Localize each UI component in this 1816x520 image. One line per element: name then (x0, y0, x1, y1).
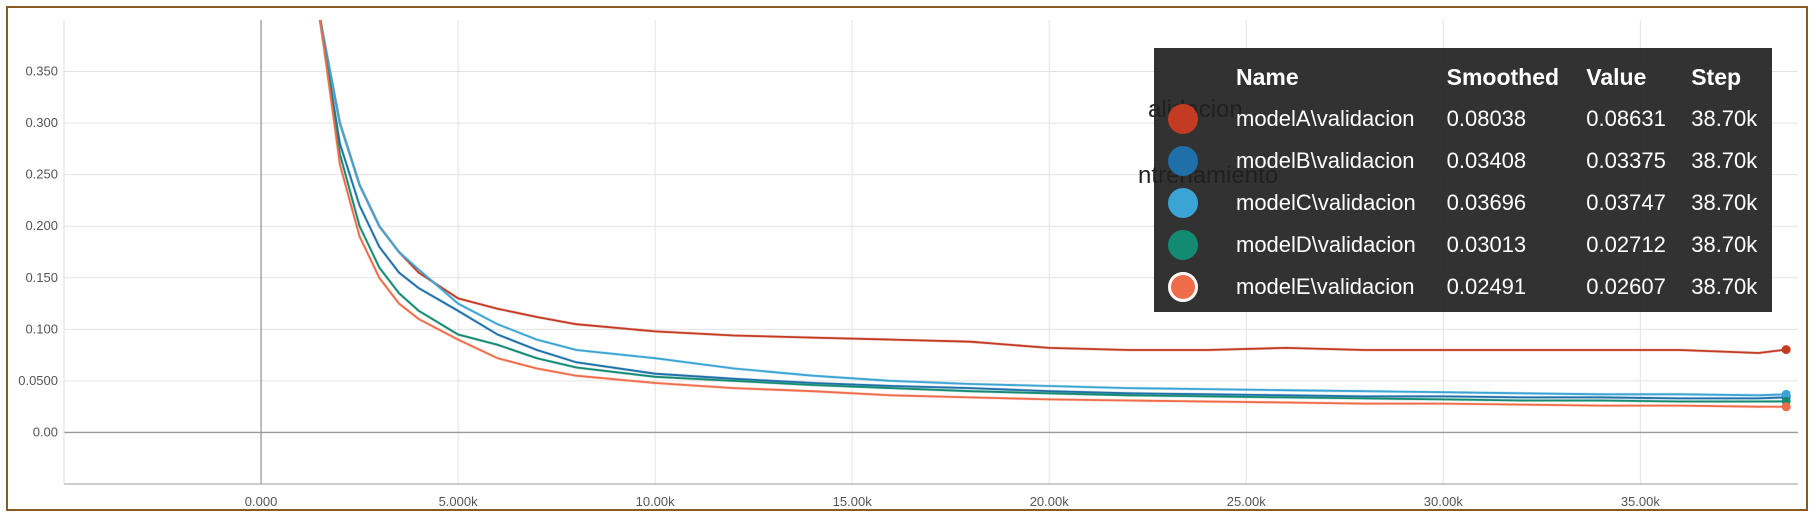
hover-tooltip: Name Smoothed Value Step modelA\validaci… (1154, 48, 1772, 312)
tooltip-smoothed: 0.03696 (1446, 190, 1527, 215)
tooltip-swatch-cell (1154, 224, 1226, 266)
y-tick-label: 0.200 (25, 218, 58, 233)
x-tick-label: 15.00k (833, 494, 873, 509)
axes (63, 20, 1798, 485)
series-color-swatch (1168, 230, 1198, 260)
tooltip-name: modelD\validacion (1236, 232, 1416, 257)
tooltip-step: 38.70k (1691, 274, 1758, 299)
tooltip-row: modelB\validacion 0.03408 0.03375 38.70k (1154, 140, 1772, 182)
y-tick-label: 0.00 (33, 424, 58, 439)
tooltip-smoothed: 0.03013 (1446, 232, 1527, 257)
tooltip-header-value: Value (1586, 63, 1647, 90)
series-color-swatch (1168, 188, 1198, 218)
tooltip-name: modelC\validacion (1236, 190, 1416, 215)
tooltip-row: modelE\validacion 0.02491 0.02607 38.70k (1154, 266, 1772, 308)
tooltip-step: 38.70k (1691, 106, 1758, 131)
tooltip-row: modelA\validacion 0.08038 0.08631 38.70k (1154, 98, 1772, 140)
x-tick-label: 20.00k (1030, 494, 1070, 509)
x-tick-labels: 0.000 5.000k 10.00k 15.00k 20.00k 25.00k 30.00… (245, 494, 1661, 509)
series-end-point (1781, 389, 1791, 399)
tooltip-step: 38.70k (1691, 190, 1758, 215)
tooltip-smoothed: 0.03408 (1446, 148, 1527, 173)
series-color-swatch (1168, 104, 1198, 134)
series-line (319, 20, 1787, 400)
tooltip-name: modelA\validacion (1236, 106, 1415, 131)
y-tick-label: 0.350 (25, 64, 58, 79)
series-line (319, 20, 1787, 397)
y-tick-label: 0.0500 (18, 373, 58, 388)
series-line (319, 20, 1787, 403)
tooltip-row: modelD\validacion 0.03013 0.02712 38.70k (1154, 224, 1772, 266)
tooltip-swatch-cell (1154, 266, 1226, 308)
y-tick-label: 0.100 (25, 321, 58, 336)
tooltip-value: 0.03375 (1586, 148, 1666, 173)
tooltip-name: modelE\validacion (1236, 274, 1415, 299)
series-lines (318, 20, 1791, 412)
tooltip-header-swatch (1154, 56, 1226, 98)
x-tick-label: 5.000k (439, 494, 479, 509)
tooltip-name: modelB\validacion (1236, 148, 1415, 173)
series-end-point (1781, 345, 1791, 355)
series-end-point (1781, 402, 1791, 412)
y-tick-labels: 0.00 0.0500 0.100 0.150 0.200 0.250 0.300 0.350 (18, 64, 58, 440)
series-color-swatch (1168, 272, 1198, 302)
tooltip-value: 0.08631 (1586, 106, 1666, 131)
x-tick-label: 35.00k (1621, 494, 1661, 509)
tooltip-header-name: Name (1236, 63, 1299, 90)
x-tick-label: 10.00k (636, 494, 676, 509)
tooltip-value: 0.02712 (1586, 232, 1666, 257)
tooltip-header-smoothed: Smoothed (1446, 63, 1560, 90)
tooltip-table: Name Smoothed Value Step modelA\validaci… (1154, 56, 1772, 308)
tooltip-swatch-cell (1154, 98, 1226, 140)
x-tick-label: 0.000 (245, 494, 278, 509)
tooltip-row: modelC\validacion 0.03696 0.03747 38.70k (1154, 182, 1772, 224)
tooltip-step: 38.70k (1691, 148, 1758, 173)
x-tick-label: 25.00k (1227, 494, 1267, 509)
tooltip-header-row: Name Smoothed Value Step (1154, 56, 1772, 98)
tooltip-swatch-cell (1154, 140, 1226, 182)
series-color-swatch (1168, 146, 1198, 176)
tooltip-step: 38.70k (1691, 232, 1758, 257)
chart-frame: 0.000 5.000k 10.00k 15.00k 20.00k 25.00k 30.00… (6, 6, 1808, 511)
tooltip-value: 0.02607 (1586, 274, 1666, 299)
tooltip-swatch-cell (1154, 182, 1226, 224)
x-tick-label: 30.00k (1424, 494, 1464, 509)
tooltip-header-step: Step (1691, 63, 1742, 90)
y-tick-label: 0.150 (25, 270, 58, 285)
tooltip-value: 0.03747 (1586, 190, 1666, 215)
y-tick-label: 0.250 (25, 167, 58, 182)
tooltip-smoothed: 0.08038 (1446, 106, 1527, 131)
y-tick-label: 0.300 (25, 115, 58, 130)
series-line (319, 20, 1787, 408)
tooltip-smoothed: 0.02491 (1446, 274, 1527, 299)
